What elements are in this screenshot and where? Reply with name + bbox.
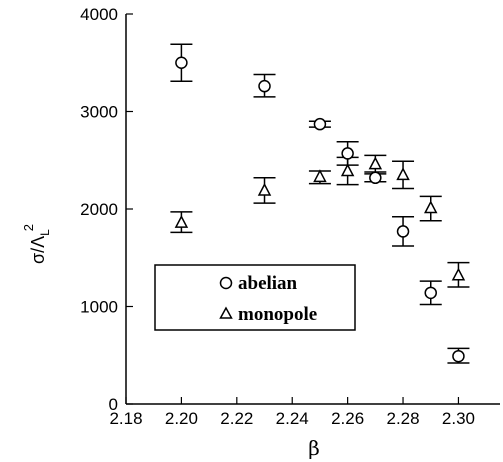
x-tick-label: 2.20: [165, 409, 198, 428]
y-tick-label: 4000: [80, 5, 118, 24]
x-tick-label: 2.24: [276, 409, 309, 428]
legend: abelian monopole: [154, 264, 356, 331]
point-monopole: [340, 163, 355, 177]
legend-box: [154, 264, 356, 331]
x-tick-label: 2.18: [109, 409, 142, 428]
point-abelian: [396, 225, 410, 238]
point-monopole: [313, 169, 327, 183]
y-axis-label-sub: L: [38, 229, 52, 236]
y-tick-label: 2000: [80, 200, 118, 219]
point-abelian: [452, 349, 465, 363]
y-tick-label: 1000: [80, 298, 118, 317]
point-abelian: [258, 79, 271, 93]
x-tick-label: 2.30: [442, 409, 475, 428]
point-abelian: [313, 117, 327, 131]
point-monopole: [424, 200, 438, 214]
data-markers: [174, 56, 466, 363]
y-axis-label: σ/ΛL2: [21, 224, 52, 264]
legend-marker-monopole: [219, 306, 233, 319]
point-monopole: [396, 167, 410, 181]
x-axis-label: β: [308, 436, 320, 460]
point-monopole: [257, 182, 272, 196]
y-axis: 0 1000 2000 3000 4000: [80, 5, 133, 414]
y-tick-label: 3000: [80, 103, 118, 122]
point-abelian: [175, 56, 188, 69]
x-tick-label: 2.22: [220, 409, 253, 428]
legend-marker-abelian: [219, 276, 233, 290]
x-tick-label: 2.28: [386, 409, 419, 428]
point-abelian: [341, 147, 354, 160]
y-axis-label-sup: 2: [21, 224, 36, 231]
y-tick-label: 0: [109, 395, 118, 414]
error-bars: [170, 43, 470, 364]
point-monopole: [368, 156, 383, 170]
legend-label-monopole: monopole: [238, 304, 317, 325]
svg-text:σ/ΛL2: σ/ΛL2: [21, 224, 52, 264]
point-monopole: [174, 215, 189, 228]
x-tick-label: 2.26: [331, 409, 364, 428]
y-axis-label-main: σ/Λ: [28, 236, 48, 264]
point-abelian: [369, 171, 382, 185]
point-monopole: [451, 267, 466, 281]
x-axis: 2.18 2.20 2.22 2.24 2.26 2.28 2.30: [109, 397, 475, 428]
legend-label-abelian: abelian: [238, 273, 298, 294]
point-abelian: [424, 286, 437, 300]
